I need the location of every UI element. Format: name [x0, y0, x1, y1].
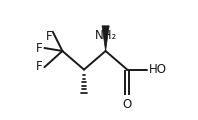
Text: HO: HO: [148, 63, 167, 76]
Text: NH₂: NH₂: [94, 29, 117, 42]
Polygon shape: [102, 26, 109, 51]
Text: F: F: [36, 60, 43, 72]
Text: F: F: [46, 30, 52, 43]
Text: F: F: [36, 42, 43, 54]
Text: O: O: [123, 98, 132, 111]
